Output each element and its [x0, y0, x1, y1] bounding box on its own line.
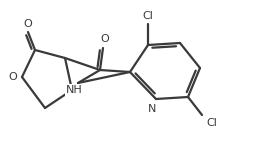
Text: N: N	[148, 104, 156, 114]
Text: O: O	[9, 72, 17, 82]
Text: Cl: Cl	[142, 11, 153, 21]
Text: Cl: Cl	[206, 118, 217, 128]
Text: O: O	[24, 19, 32, 29]
Text: O: O	[101, 34, 109, 44]
Text: NH: NH	[66, 85, 82, 95]
